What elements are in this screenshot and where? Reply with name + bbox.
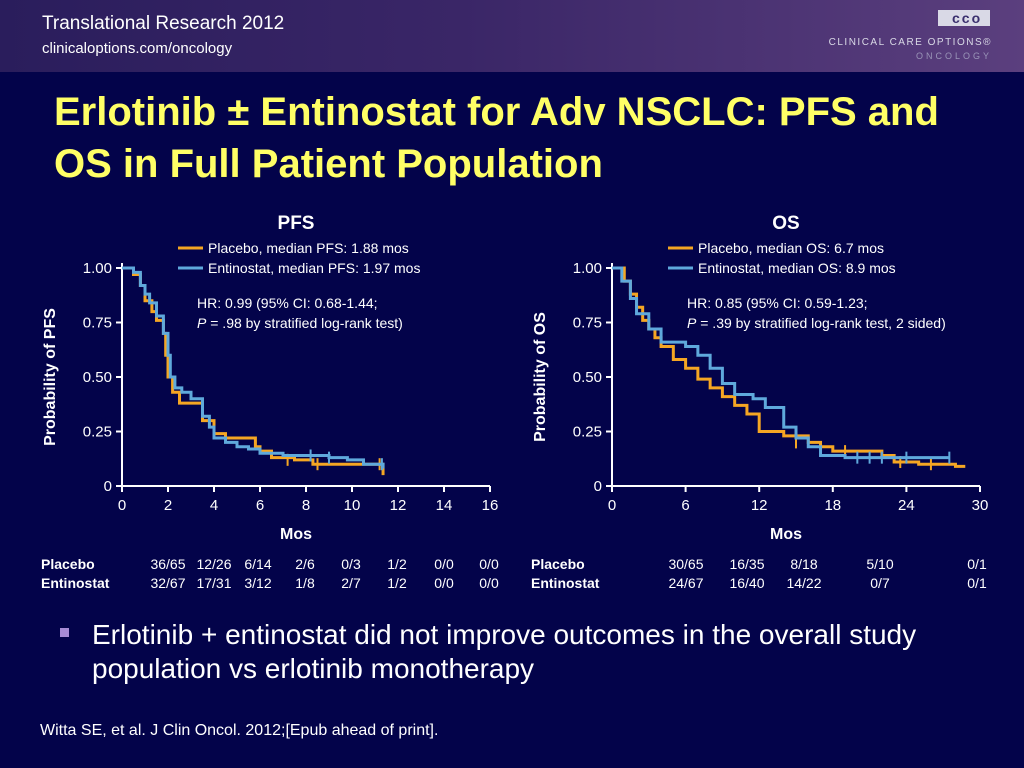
y-tick-label: 0 xyxy=(594,478,602,495)
y-axis-label: Probability of PFS xyxy=(42,308,59,446)
risk-cell: 2/6 xyxy=(295,556,315,572)
cco-logo-subtext: ONCOLOGY xyxy=(915,51,992,61)
risk-cell: 24/67 xyxy=(668,575,703,591)
os-chart: OS 0 0.25 0.50 0.75 1.00 0 6 12 18 24 30 Mos Probabil… xyxy=(531,213,989,591)
risk-cell: 17/31 xyxy=(196,575,231,591)
x-tick-label: 0 xyxy=(118,497,126,514)
x-axis-label: Mos xyxy=(280,526,312,543)
x-tick-label: 6 xyxy=(681,497,689,514)
risk-row-label: Placebo xyxy=(531,556,585,572)
y-tick-label: 0.50 xyxy=(83,369,112,386)
slide-title: Erlotinib ± Entinostat for Adv NSCLC: PF… xyxy=(54,90,939,186)
risk-cell: 0/0 xyxy=(434,556,454,572)
x-tick-label: 24 xyxy=(898,497,915,514)
x-tick-label: 10 xyxy=(344,497,361,514)
y-tick-label: 0.75 xyxy=(573,315,602,332)
y-tick-label: 0.75 xyxy=(83,315,112,332)
x-tick-label: 8 xyxy=(302,497,310,514)
cco-logo-mark: cco xyxy=(938,10,990,26)
risk-cell: 0/0 xyxy=(479,556,499,572)
risk-row-label: Entinostat xyxy=(531,575,600,591)
km-curve-entinostat xyxy=(612,266,950,460)
chart-title: PFS xyxy=(278,213,315,234)
risk-cell: 5/10 xyxy=(866,556,893,572)
x-tick-label: 2 xyxy=(164,497,172,514)
risk-cell: 0/1 xyxy=(967,556,987,572)
x-axis-label: Mos xyxy=(770,526,802,543)
legend-label-placebo: Placebo, median OS: 6.7 mos xyxy=(698,240,884,256)
hr-annotation: P = .98 by stratified log-rank test) xyxy=(197,315,403,331)
x-tick-label: 0 xyxy=(608,497,616,514)
km-curve-placebo xyxy=(122,266,385,476)
hr-annotation: HR: 0.85 (95% CI: 0.59-1.23; xyxy=(687,295,868,311)
risk-cell: 0/0 xyxy=(434,575,454,591)
km-curve-placebo xyxy=(612,266,966,468)
slide-header: Translational Research 2012 clinicalopti… xyxy=(0,0,1024,72)
y-axis-label: Probability of OS xyxy=(532,312,549,442)
x-tick-label: 12 xyxy=(751,497,768,514)
risk-cell: 30/65 xyxy=(668,556,703,572)
x-tick-label: 6 xyxy=(256,497,264,514)
x-tick-label: 14 xyxy=(436,497,453,514)
risk-cell: 16/40 xyxy=(729,575,764,591)
x-tick-label: 12 xyxy=(390,497,407,514)
chart-title: OS xyxy=(772,213,799,234)
y-tick-label: 0.25 xyxy=(83,424,112,441)
pfs-chart: PFS 0 0.25 0.50 0.75 1.00 0 2 4 6 8 10 12 14 16 Mos Prob… xyxy=(41,213,499,591)
risk-cell: 3/12 xyxy=(244,575,271,591)
risk-cell: 0/3 xyxy=(341,556,361,572)
risk-cell: 32/67 xyxy=(150,575,185,591)
p-symbol: P xyxy=(197,315,207,331)
p-symbol: P xyxy=(687,315,697,331)
cco-logo-text: CLINICAL CARE OPTIONS® xyxy=(828,37,992,48)
p-value-text: = .98 by stratified log-rank test) xyxy=(206,315,402,331)
risk-cell: 1/8 xyxy=(295,575,315,591)
risk-cell: 6/14 xyxy=(244,556,271,572)
x-tick-label: 18 xyxy=(824,497,841,514)
risk-cell: 2/7 xyxy=(341,575,361,591)
y-tick-label: 0.25 xyxy=(573,424,602,441)
hr-annotation: HR: 0.99 (95% CI: 0.68-1.44; xyxy=(197,295,378,311)
risk-cell: 12/26 xyxy=(196,556,231,572)
risk-row-label: Placebo xyxy=(41,556,95,572)
y-tick-label: 1.00 xyxy=(83,260,112,277)
y-tick-label: 0 xyxy=(104,478,112,495)
risk-cell: 16/35 xyxy=(729,556,764,572)
cco-logo-mark-text: cco xyxy=(952,10,983,26)
risk-cell: 36/65 xyxy=(150,556,185,572)
x-tick-label: 4 xyxy=(210,497,218,514)
cco-logo: cco CLINICAL CARE OPTIONS® ONCOLOGY xyxy=(829,10,992,64)
conference-title: Translational Research 2012 xyxy=(42,13,285,34)
bullet-marker xyxy=(60,628,69,637)
y-tick-label: 0.50 xyxy=(573,369,602,386)
risk-cell: 1/2 xyxy=(387,575,407,591)
legend-label-entinostat: Entinostat, median PFS: 1.97 mos xyxy=(208,260,420,276)
summary-text: Erlotinib + entinostat did not improve o… xyxy=(92,619,917,684)
risk-cell: 8/18 xyxy=(790,556,817,572)
legend-label-placebo: Placebo, median PFS: 1.88 mos xyxy=(208,240,409,256)
x-tick-label: 16 xyxy=(482,497,499,514)
y-tick-label: 1.00 xyxy=(573,260,602,277)
risk-cell: 14/22 xyxy=(786,575,821,591)
x-tick-label: 30 xyxy=(972,497,989,514)
conference-url: clinicaloptions.com/oncology xyxy=(42,40,233,57)
hr-annotation: P = .39 by stratified log-rank test, 2 s… xyxy=(687,315,946,331)
risk-cell: 0/7 xyxy=(870,575,890,591)
risk-row-label: Entinostat xyxy=(41,575,110,591)
risk-cell: 0/1 xyxy=(967,575,987,591)
citation: Witta SE, et al. J Clin Oncol. 2012;[Epu… xyxy=(40,722,439,739)
risk-cell: 0/0 xyxy=(479,575,499,591)
p-value-text: = .39 by stratified log-rank test, 2 sid… xyxy=(696,315,945,331)
risk-cell: 1/2 xyxy=(387,556,407,572)
legend-label-entinostat: Entinostat, median OS: 8.9 mos xyxy=(698,260,896,276)
